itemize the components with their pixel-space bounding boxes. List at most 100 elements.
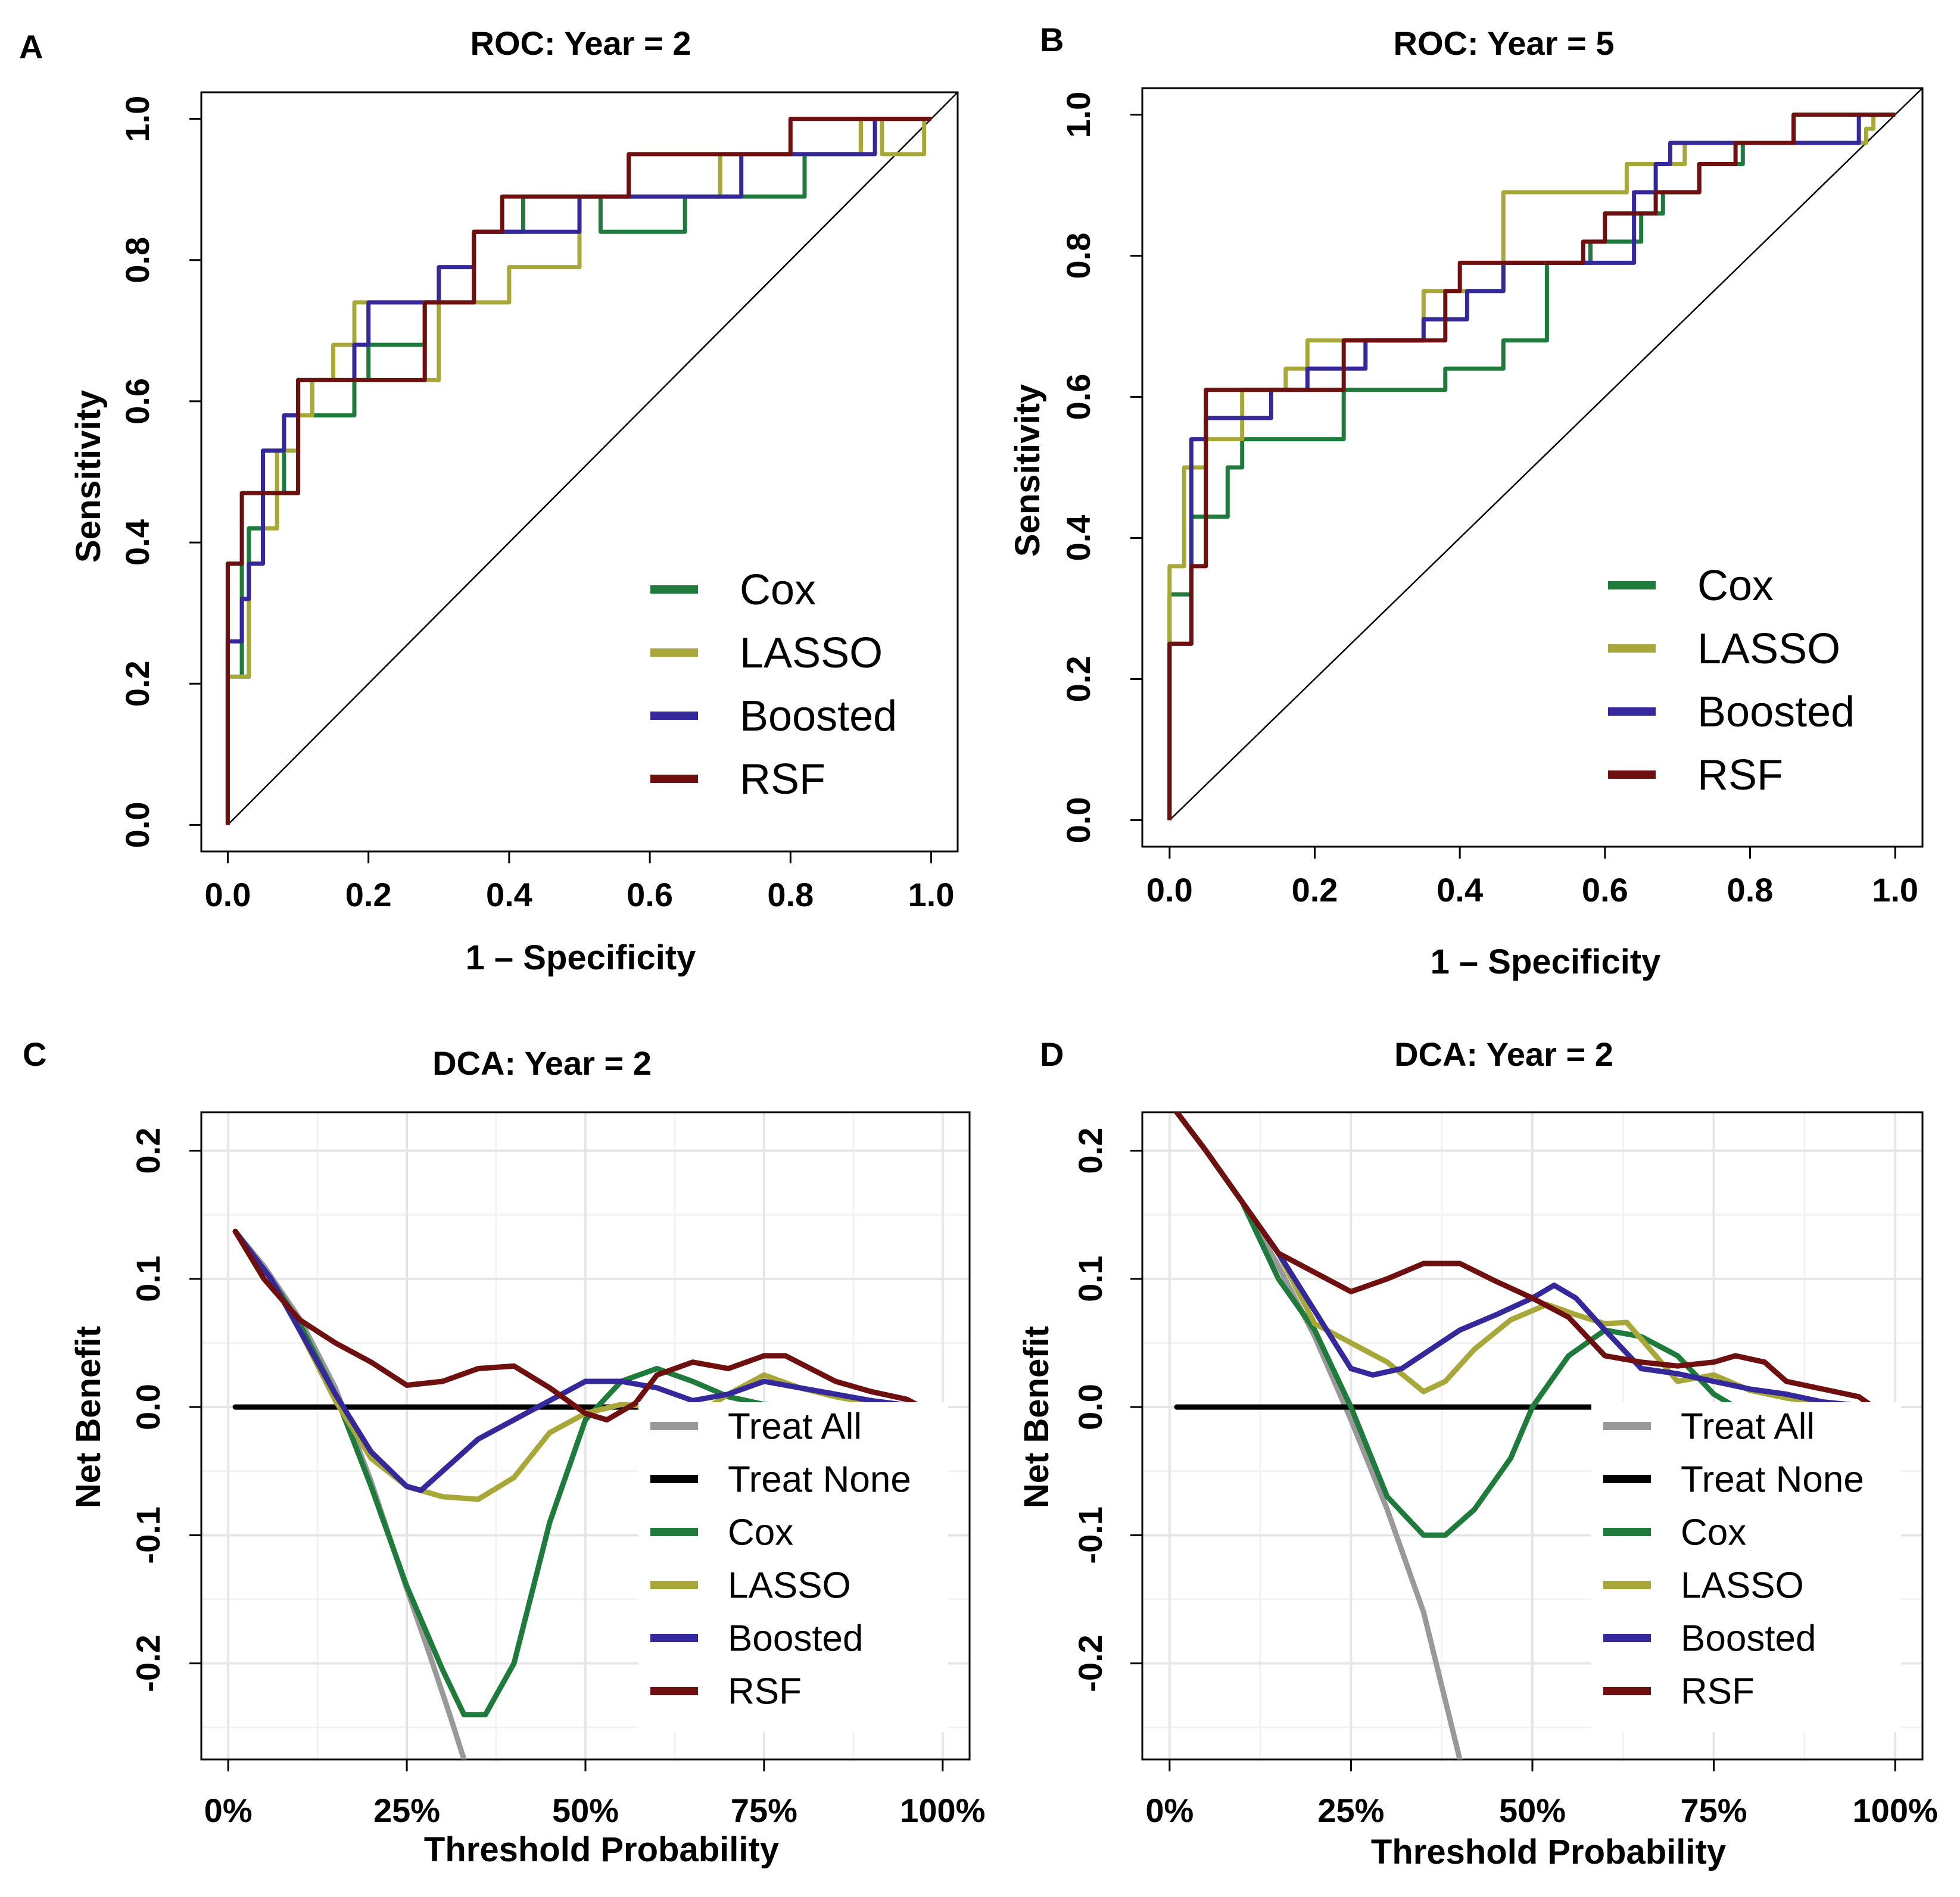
legend: Treat All Treat None Cox LASSO Boosted RSF xyxy=(1591,1402,1901,1732)
y-tick-label: 0.8 xyxy=(119,237,156,283)
y-tick-label: 1.0 xyxy=(119,96,156,142)
legend-label: Cox xyxy=(740,566,816,614)
series-line-rsf xyxy=(1167,113,1896,820)
legend-label: Boosted xyxy=(1681,1618,1816,1659)
x-axis-label: Threshold Probability xyxy=(424,1830,779,1869)
y-tick-label: 0.6 xyxy=(1060,374,1097,420)
y-tick-label: -0.1 xyxy=(1071,1506,1109,1564)
x-tick-label: 50% xyxy=(552,1792,619,1829)
series-line-rsf xyxy=(1174,1112,1877,1410)
y-tick-label: 0.2 xyxy=(1071,1128,1109,1174)
y-tick-label: 0.0 xyxy=(119,801,156,848)
x-tick-label: 0% xyxy=(1145,1792,1194,1829)
legend: Cox LASSO Boosted RSF xyxy=(1608,562,1855,799)
x-tick-label: 25% xyxy=(1317,1792,1384,1829)
y-tick-label: 1.0 xyxy=(1060,92,1097,138)
dca-panel-c: DCA: Year = 2 0% 25% 50% 75% 100% -0.2 -0.1 0.0 0… xyxy=(69,1044,985,1869)
legend-label: RSF xyxy=(728,1671,802,1712)
series-line-rsf xyxy=(232,1228,924,1423)
x-tick-label: 0.8 xyxy=(767,876,814,913)
legend-label: Treat None xyxy=(1681,1459,1864,1500)
x-tick-label: 0.0 xyxy=(1146,871,1193,909)
y-axis-label: Net Benefit xyxy=(1017,1326,1056,1508)
legend-label: Cox xyxy=(728,1512,793,1553)
x-tick-label: 0.8 xyxy=(1727,871,1774,909)
legend: Treat All Treat None Cox LASSO Boosted RSF xyxy=(638,1402,948,1732)
legend-label: LASSO xyxy=(740,629,883,677)
chart-title: DCA: Year = 2 xyxy=(432,1044,652,1082)
y-tick-label: -0.2 xyxy=(1071,1634,1109,1692)
roc-year2-panel: ROC: Year = 2 0.0 0.2 0.4 0.6 0.8 1.0 0.0 0.2 0.4… xyxy=(69,24,959,977)
x-tick-label: 100% xyxy=(1853,1792,1938,1829)
y-axis-label: Sensitivity xyxy=(69,390,108,563)
y-axis-label: Net Benefit xyxy=(69,1326,108,1508)
series-group xyxy=(232,1228,924,1759)
x-tick-label: 0.4 xyxy=(486,876,532,913)
x-tick-label: 1.0 xyxy=(908,876,955,913)
x-tick-label: 25% xyxy=(373,1792,440,1829)
legend-background xyxy=(638,1402,948,1732)
series-line-rsf xyxy=(225,117,931,825)
legend-label: Cox xyxy=(1681,1512,1746,1553)
x-tick-label: 0.4 xyxy=(1436,871,1483,909)
x-axis-label: 1 – Specificity xyxy=(1431,943,1661,981)
dca-panel-d: DCA: Year = 2 0% 25% 50% 75% 100% -0.2 -0.1 0.0 0… xyxy=(1017,1035,1938,1871)
legend-label: LASSO xyxy=(1697,625,1840,673)
x-tick-label: 75% xyxy=(1681,1792,1747,1829)
legend: Cox LASSO Boosted RSF xyxy=(650,566,897,803)
series-line-boosted xyxy=(232,1228,924,1493)
y-tick-label: 0.6 xyxy=(119,378,156,425)
y-tick-label: 0.0 xyxy=(129,1384,167,1430)
legend-label: RSF xyxy=(1697,751,1783,799)
y-tick-label: -0.2 xyxy=(129,1634,167,1692)
x-tick-label: 100% xyxy=(900,1792,985,1829)
panel-label-c: C xyxy=(23,1035,46,1073)
y-axis-label: Sensitivity xyxy=(1008,384,1047,557)
x-axis-label: Threshold Probability xyxy=(1371,1833,1726,1871)
legend-label: LASSO xyxy=(1681,1565,1804,1606)
y-tick-label: 0.0 xyxy=(1071,1384,1109,1430)
chart-title: ROC: Year = 5 xyxy=(1394,24,1615,62)
panel-label-b: B xyxy=(1040,21,1064,58)
y-tick-label: 0.2 xyxy=(1060,656,1097,703)
panel-label-d: D xyxy=(1040,1035,1064,1073)
series-line-boosted xyxy=(225,117,931,825)
x-tick-label: 0.2 xyxy=(345,876,392,913)
panel-label-a: A xyxy=(19,28,43,65)
x-tick-label: 0% xyxy=(204,1792,253,1829)
x-tick-label: 0.6 xyxy=(627,876,673,913)
legend-label: Treat All xyxy=(1681,1406,1815,1447)
y-tick-label: 0.2 xyxy=(119,660,156,707)
diagonal-reference-line xyxy=(227,92,958,826)
y-tick-label: 0.4 xyxy=(1060,515,1097,561)
y-tick-label: -0.1 xyxy=(129,1506,167,1564)
chart-title: DCA: Year = 2 xyxy=(1394,1035,1613,1073)
y-tick-label: 0.1 xyxy=(1071,1256,1109,1302)
series-group xyxy=(1167,113,1896,820)
series-line-cox xyxy=(1174,1112,1877,1538)
x-tick-label: 0.0 xyxy=(205,876,251,913)
legend-label: Boosted xyxy=(740,692,897,740)
legend-label: RSF xyxy=(740,756,825,803)
legend-label: Boosted xyxy=(728,1618,864,1659)
legend-label: Boosted xyxy=(1697,688,1855,736)
x-axis-label: 1 – Specificity xyxy=(466,938,696,977)
y-tick-label: 0.0 xyxy=(1060,797,1097,843)
roc-year5-panel: ROC: Year = 5 0.0 0.2 0.4 0.6 0.8 1.0 0.0 0.2 0.4… xyxy=(1008,24,1924,981)
y-tick-label: 0.1 xyxy=(129,1256,167,1302)
x-tick-label: 75% xyxy=(731,1792,797,1829)
legend-label: RSF xyxy=(1681,1671,1755,1712)
series-line-boosted xyxy=(1174,1112,1877,1410)
legend-label: LASSO xyxy=(728,1565,851,1606)
y-tick-label: 0.4 xyxy=(119,519,156,566)
legend-background xyxy=(1591,1402,1901,1732)
y-tick-label: 0.8 xyxy=(1060,233,1097,279)
x-tick-label: 50% xyxy=(1499,1792,1566,1829)
y-tick-label: 0.2 xyxy=(129,1128,167,1174)
legend-label: Treat All xyxy=(728,1406,862,1447)
series-group xyxy=(225,117,931,825)
chart-title: ROC: Year = 2 xyxy=(470,24,691,62)
legend-label: Cox xyxy=(1697,562,1774,610)
x-tick-label: 1.0 xyxy=(1872,871,1918,909)
